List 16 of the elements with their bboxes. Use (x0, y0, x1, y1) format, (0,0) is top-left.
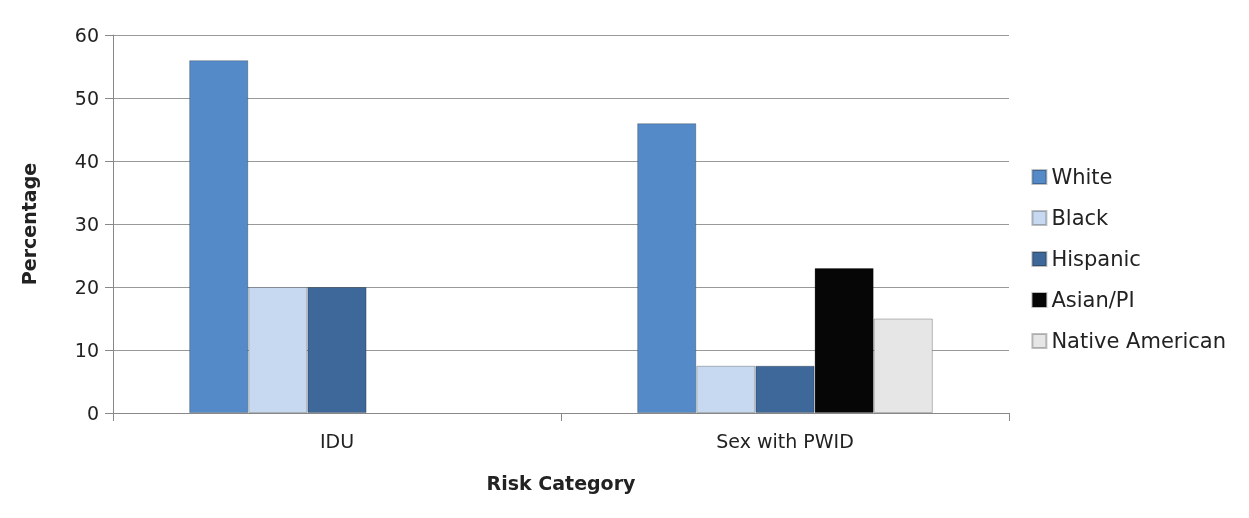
x-tick-label: Sex with PWID (716, 429, 854, 452)
legend-label: Asian/PI (1051, 288, 1135, 312)
y-tick-label: 40 (74, 150, 99, 172)
x-tick-label: IDU (319, 429, 355, 452)
x-axis-title: Risk Category (486, 471, 637, 494)
y-tick-label: 20 (74, 276, 99, 298)
legend-label: Hispanic (1051, 247, 1141, 271)
y-tick-label: 50 (74, 87, 99, 109)
legend-label: White (1051, 165, 1113, 189)
y-tick-label: 30 (74, 213, 99, 235)
y-axis-title: Percentage (17, 162, 40, 286)
legend-label: Black (1051, 206, 1110, 230)
y-tick-label: 10 (74, 339, 99, 361)
y-tick-label: 0 (86, 402, 99, 424)
y-tick-label: 60 (74, 24, 99, 46)
legend-label: Native American (1051, 329, 1227, 353)
